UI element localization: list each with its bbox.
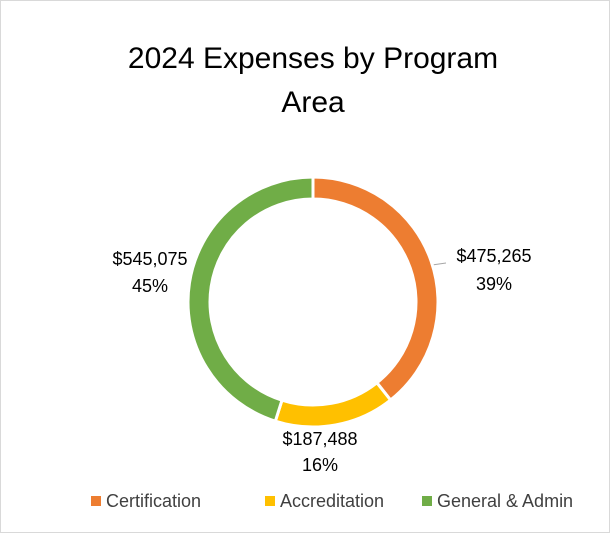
legend-swatch: [91, 496, 101, 506]
legend-swatch: [422, 496, 432, 506]
data-label: $187,488: [282, 429, 357, 449]
percent-label: 16%: [302, 455, 338, 475]
legend-label: Certification: [106, 491, 201, 511]
chart-title: 2024 Expenses by Program: [128, 42, 498, 75]
data-label: $545,075: [112, 249, 187, 269]
donut-segment: [186, 175, 315, 424]
legend-label: Accreditation: [280, 491, 384, 511]
percent-label: 39%: [476, 274, 512, 294]
legend-label: General & Admin: [437, 491, 573, 511]
legend-swatch: [265, 496, 275, 506]
percent-label: 45%: [132, 276, 168, 296]
data-label: $475,265: [456, 246, 531, 266]
chart-title: Area: [281, 86, 345, 119]
